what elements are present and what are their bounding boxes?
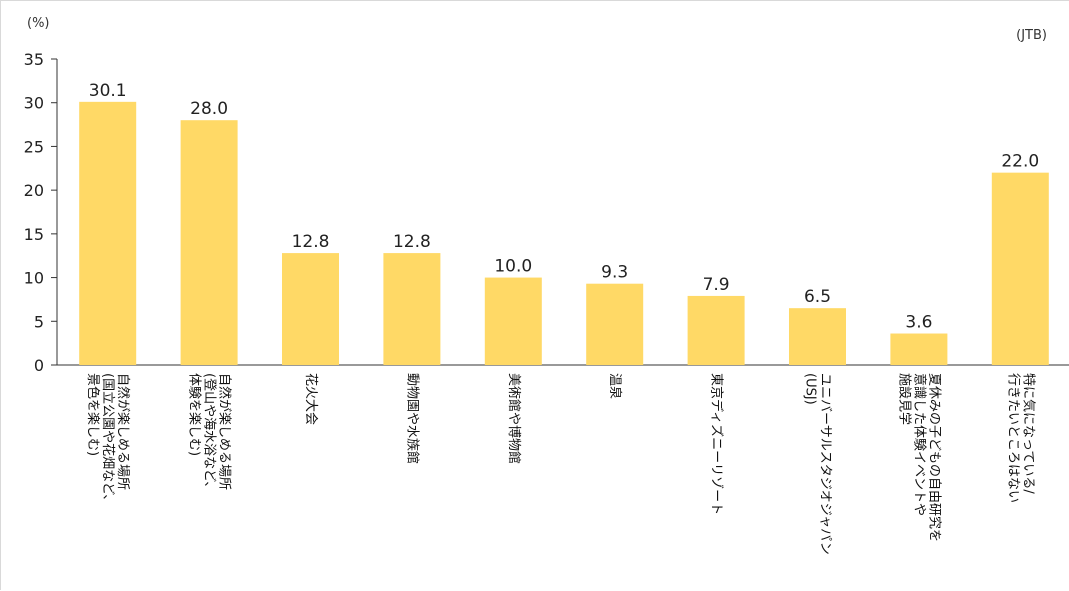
category-label: ユニバーサルスタジオジャパン	[818, 373, 833, 555]
category-label: 景色を楽しむ)	[85, 373, 101, 456]
category-label: 夏休みの子どもの自由研究を	[926, 373, 941, 542]
category-label: 特に気になっている/	[1020, 373, 1036, 494]
category-label: 美術館や博物館	[506, 373, 521, 464]
data-label: 28.0	[190, 99, 228, 119]
category-label: (国立公園や花畑など、	[100, 373, 116, 507]
y-tick-label: 20	[24, 181, 44, 200]
bar	[484, 277, 542, 365]
y-tick-label: 35	[24, 50, 44, 69]
bar	[180, 120, 238, 365]
category-label: 行きたいところはない	[1005, 373, 1020, 503]
data-label: 30.1	[89, 81, 127, 101]
category-label: (USJ)	[803, 373, 818, 405]
y-unit-label: (%)	[27, 16, 50, 31]
category-label: 自然が楽しめる場所	[115, 373, 131, 490]
bar	[991, 172, 1049, 365]
category-labels: 自然が楽しめる場所(国立公園や花畑など、景色を楽しむ) 自然が楽しめる場所(登山や…	[85, 373, 1036, 555]
data-label: 12.8	[393, 232, 431, 252]
category-label: 動物園や水族館	[404, 373, 420, 464]
category-label: 施設見学	[896, 373, 912, 425]
bar	[890, 333, 948, 365]
category-label: 東京ディズニーリゾート	[709, 373, 725, 515]
category-label: 花火大会	[303, 373, 319, 425]
y-tick-label: 10	[24, 269, 44, 288]
y-tick-label: 0	[34, 356, 44, 375]
source-label: (JTB)	[1016, 28, 1047, 43]
category-label: 温泉	[607, 373, 623, 399]
data-label: 9.3	[601, 263, 628, 283]
bars: 30.1 28.0 12.8 12.8 10.0 9.3 7.9 6.5 3.6 22.0	[79, 81, 1049, 365]
data-label: 12.8	[292, 232, 330, 252]
data-label: 22.0	[1001, 152, 1039, 172]
bar	[79, 101, 137, 365]
bar	[586, 283, 644, 365]
data-label: 7.9	[703, 275, 730, 295]
category-label: 体験を楽しむ)	[187, 373, 203, 456]
y-tick-label: 15	[24, 225, 44, 244]
bar	[687, 295, 745, 365]
bar	[282, 253, 339, 365]
y-tick-label: 25	[24, 137, 44, 156]
y-tick-label: 30	[24, 94, 44, 113]
category-label: 自然が楽しめる場所	[217, 373, 233, 490]
bar	[789, 308, 846, 365]
y-tick-label: 5	[34, 312, 44, 331]
category-label: (登山や海水浴など、	[202, 373, 217, 494]
bar	[383, 253, 441, 365]
category-label: 意識した体験イベントや	[911, 373, 927, 516]
data-label: 10.0	[494, 257, 532, 277]
data-label: 6.5	[804, 287, 831, 307]
data-label: 3.6	[905, 313, 932, 333]
